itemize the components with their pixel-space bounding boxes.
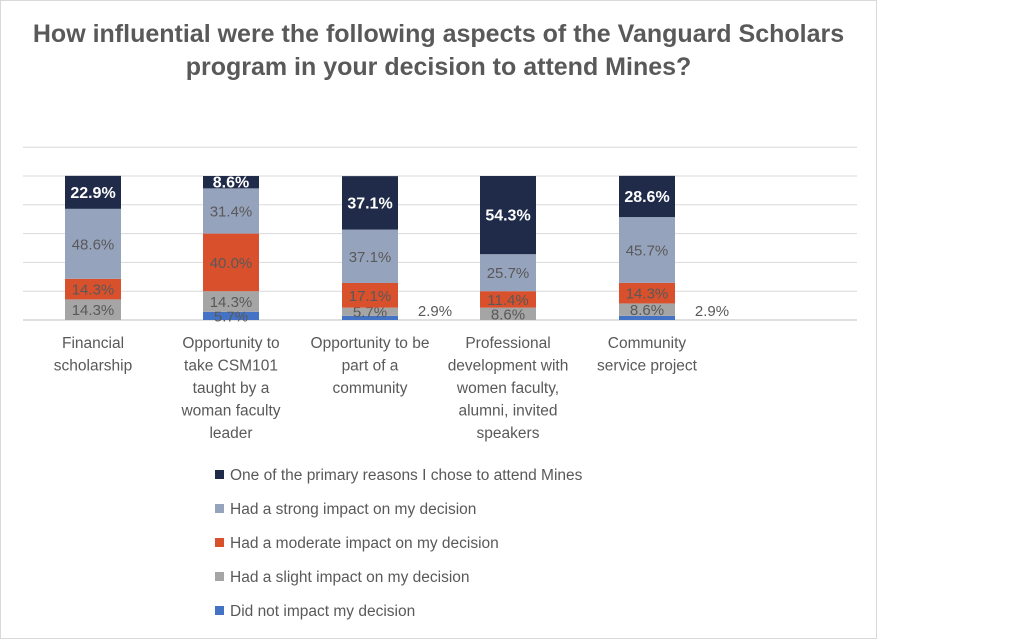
bar-segment [65, 175, 121, 209]
data-label: 37.1% [347, 195, 392, 212]
bar-segment [480, 307, 536, 320]
data-label: 45.7% [626, 242, 669, 259]
legend-label: Had a strong impact on my decision [230, 501, 476, 518]
category-label: speakers [477, 425, 540, 442]
bar-segment [203, 176, 259, 189]
legend-label: Did not impact my decision [230, 603, 415, 620]
bar-segment [342, 176, 398, 230]
legend-label: Had a moderate impact on my decision [230, 535, 499, 552]
bar-segment [619, 217, 675, 283]
bar-segment [342, 307, 398, 316]
bar-segment [203, 291, 259, 312]
data-label: 25.7% [487, 265, 530, 282]
bar-segment [342, 282, 398, 308]
bar-segment [480, 176, 536, 255]
legend-label: Had a slight impact on my decision [230, 569, 470, 586]
data-label: 40.0% [210, 255, 253, 272]
bar-segment [619, 282, 675, 304]
bar-segment [342, 229, 398, 283]
legend-swatch [215, 504, 224, 513]
bar-segment [619, 315, 675, 320]
category-label: Opportunity to [182, 335, 279, 352]
data-label: 11.4% [487, 292, 528, 309]
category-label: women faculty, [456, 380, 559, 397]
data-label: 54.3% [485, 208, 530, 225]
legend-swatch [215, 470, 224, 479]
stacked-bar-chart: 14.3%14.3%48.6%22.9%5.7%14.3%40.0%31.4%8… [23, 146, 857, 620]
category-label: part of a [342, 358, 399, 375]
data-label: 48.6% [72, 236, 115, 253]
data-label: 37.1% [349, 249, 392, 266]
category-label: community [333, 380, 408, 397]
data-label: 8.6% [213, 175, 249, 192]
data-label: 22.9% [70, 185, 115, 202]
data-label: 14.3% [626, 286, 669, 303]
data-label: 28.6% [624, 189, 669, 206]
bar-segment [480, 291, 536, 308]
bar-segment [203, 311, 259, 320]
legend-swatch [215, 572, 224, 581]
bar-segment [619, 175, 675, 218]
legend-label: One of the primary reasons I chose to at… [230, 467, 583, 484]
category-label: leader [209, 425, 252, 442]
data-label: 14.3% [72, 302, 115, 319]
category-label: service project [597, 358, 698, 375]
category-label: Financial [62, 335, 124, 352]
bar-segment [65, 299, 121, 320]
category-label: alumni, invited [458, 403, 557, 420]
bar-segment [65, 208, 121, 279]
category-label: woman faculty [180, 403, 280, 420]
bar-segment [203, 188, 259, 234]
bar-segment [619, 303, 675, 316]
legend-swatch [215, 606, 224, 615]
data-label: 17.1% [349, 288, 392, 305]
data-label: 5.7% [214, 308, 248, 325]
category-label: Professional [465, 335, 550, 352]
data-label: 8.6% [630, 302, 664, 319]
bar-segment [342, 315, 398, 320]
category-label: Opportunity to be [311, 335, 430, 352]
bar-segment [480, 254, 536, 292]
data-label: 31.4% [210, 203, 253, 220]
category-label: taught by a [193, 380, 270, 397]
chart-title: How influential were the following aspec… [32, 20, 845, 81]
data-label: 14.3% [210, 294, 253, 311]
category-label: scholarship [54, 358, 132, 375]
data-label: 2.9% [695, 303, 729, 320]
data-label: 5.7% [353, 304, 387, 321]
data-label: 8.6% [491, 306, 525, 323]
data-label: 2.9% [418, 303, 452, 320]
bar-segment [203, 233, 259, 292]
category-label: take CSM101 [184, 358, 278, 375]
bar-segment [65, 278, 121, 300]
legend-swatch [215, 538, 224, 547]
category-label: development with [448, 358, 569, 375]
category-label: Community [608, 335, 687, 352]
data-label: 14.3% [72, 282, 115, 299]
